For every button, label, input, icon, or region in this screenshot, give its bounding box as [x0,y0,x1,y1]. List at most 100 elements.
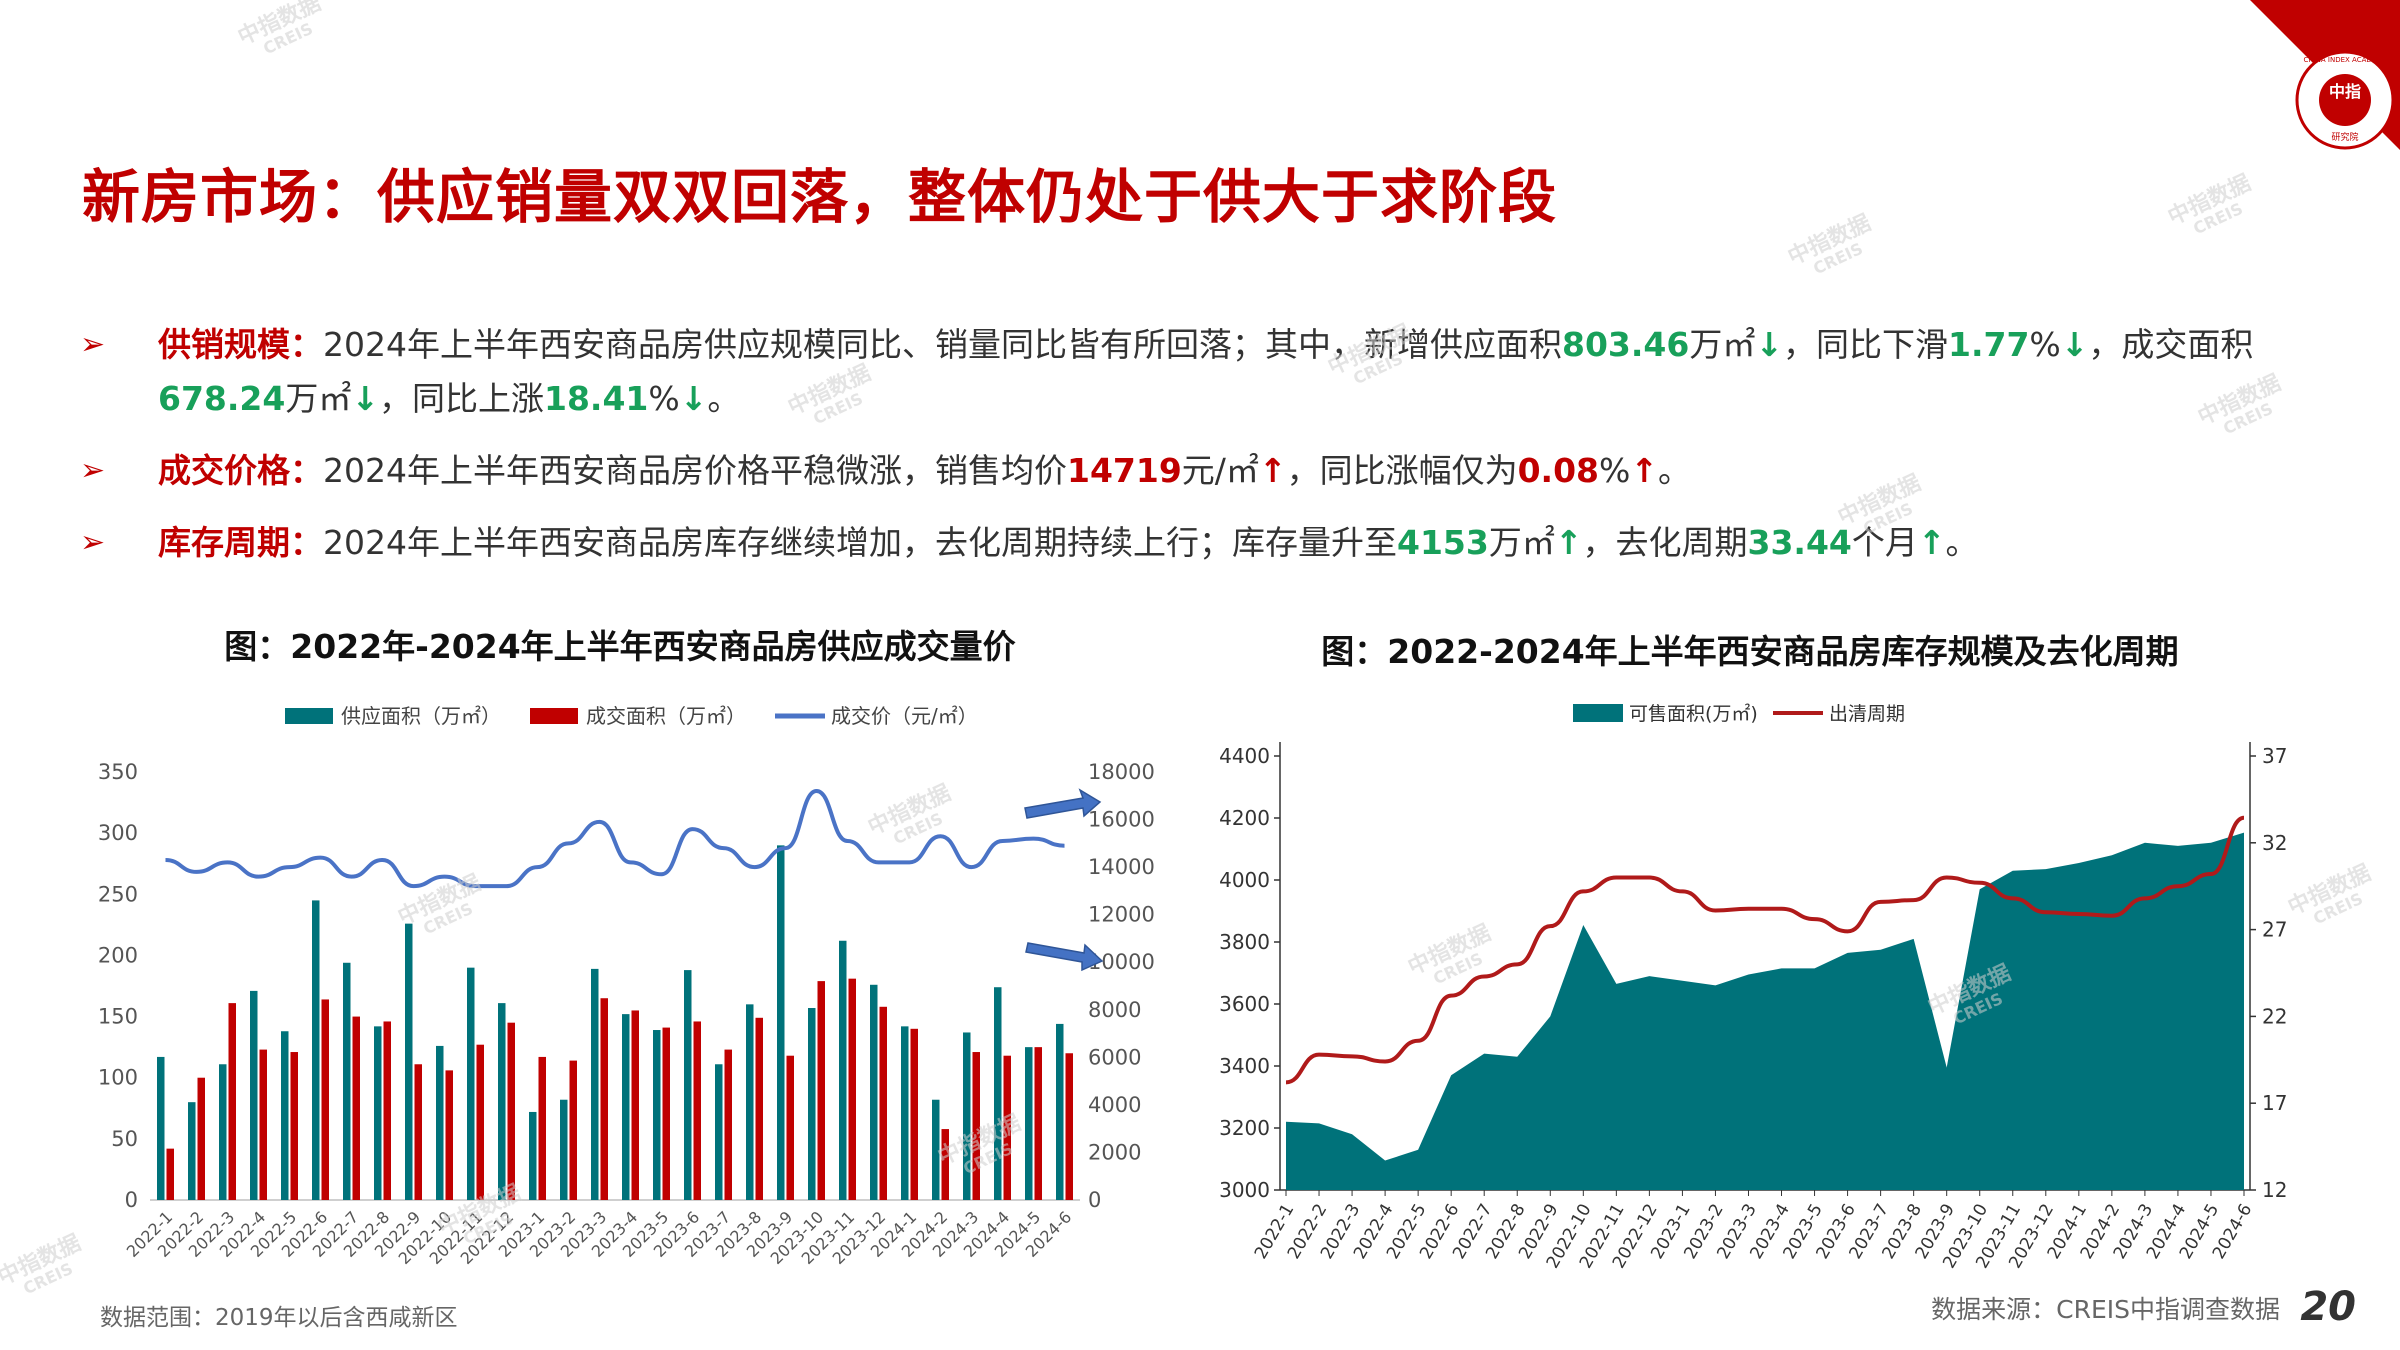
bar-deal [166,1148,174,1200]
bar-deal [693,1021,701,1200]
bar-deal [476,1044,484,1200]
logo-center-text: 中指 [2329,82,2361,101]
bar-supply [436,1045,444,1200]
bar-supply [994,987,1002,1200]
legend-label: 成交价（元/㎡） [831,704,978,728]
unit: % [2029,325,2061,364]
bullet-text: 。 [1658,451,1692,490]
bullet-text: ，同比上涨 [379,379,544,418]
y-left-tick-label: 250 [98,882,138,906]
bar-deal [879,1006,887,1200]
logo-bottom-text: 研究院 [2331,131,2358,143]
annotation-arrow-icon [1025,942,1104,972]
bar-supply [560,1099,568,1200]
watermark: 中指数据 CREIS [234,0,325,59]
bar-supply [405,923,413,1200]
bar-deal [910,1028,918,1200]
bar-supply [157,1056,165,1200]
logo-ring-text: CHINA INDEX ACADEMY [2303,56,2387,64]
bar-deal [352,1016,360,1200]
unit: 万㎡ [1488,523,1555,562]
bar-supply [591,968,599,1200]
bullet-list: ➢ 供销规模：2024年上半年西安商品房供应规模同比、销量同比皆有所回落；其中，… [80,318,2340,588]
bar-deal [848,978,856,1200]
bar-deal [817,981,825,1200]
bullet-label: 库存周期： [158,523,323,562]
bar-supply [777,845,785,1200]
unit: % [648,379,680,418]
y-right-tick-label: 12 [2262,1178,2287,1202]
y-right-tick-label: 8000 [1088,998,1141,1022]
y-left-tick-label: 350 [98,760,138,784]
bar-deal [445,1070,453,1200]
legend-label: 出清周期 [1829,703,1905,725]
unit: 元/㎡ [1181,451,1259,490]
bar-supply [529,1111,537,1200]
bar-deal [538,1056,546,1200]
bar-deal [1065,1053,1073,1200]
value-deal-yoy: 18.41 [544,379,649,418]
up-arrow-icon: ↑ [1554,523,1583,562]
bar-deal [972,1052,980,1200]
bar-deal [414,1064,422,1200]
line-cycle [1285,815,2245,1085]
bar-supply [281,1031,289,1200]
y-left-tick-label: 4000 [1219,868,1270,892]
value-deal-area: 678.24 [158,379,286,418]
legend-swatch [285,708,333,724]
bullet-text: ，同比下滑 [1782,325,1948,364]
unit: 个月 [1851,523,1918,562]
bar-deal [1003,1055,1011,1200]
legend-label: 供应面积（万㎡） [341,704,501,728]
y-right-tick-label: 37 [2262,744,2287,768]
page-number: 20 [2300,1284,2356,1330]
y-right-tick-label: 18000 [1088,760,1155,784]
bar-deal [600,998,608,1200]
y-left-tick-label: 200 [98,943,138,967]
bullet-text: 2024年上半年西安商品房价格平稳微涨，销售均价 [323,451,1067,490]
area-inventory [1286,832,2244,1190]
footer-scope: 数据范围：2019年以后含西咸新区 [100,1305,458,1331]
academy-logo: 中指 研究院 CHINA INDEX ACADEMY [2250,0,2400,150]
y-left-tick-label: 3600 [1219,992,1270,1016]
line-price [165,789,1065,889]
bar-supply [839,940,847,1200]
bar-supply [932,1099,940,1200]
supply-deal-price-chart: 供应面积（万㎡） 成交面积（万㎡） 成交价（元/㎡） 0 50 100 150 200 250 3… [98,704,1155,1268]
bar-deal [321,999,329,1200]
bar-deal [631,1010,639,1200]
y-left-tick-label: 3400 [1219,1054,1270,1078]
y-left-tick-label: 300 [98,821,138,845]
bar-supply [963,1032,971,1200]
bar-supply [808,1008,816,1200]
y-left-tick-label: 3000 [1219,1178,1270,1202]
y-right-tick-label: 14000 [1088,855,1155,879]
legend-swatch [530,708,578,724]
y-left-tick-label: 3200 [1219,1116,1270,1140]
bar-deal [290,1052,298,1200]
bar-deal [259,1049,267,1200]
bar-supply [622,1014,630,1200]
bar-supply [653,1030,661,1200]
bar-deal [228,1003,236,1200]
bullet-arrow-icon: ➢ [80,327,106,362]
bullet-price: ➢ 成交价格：2024年上半年西安商品房价格平稳微涨，销售均价14719元/㎡↑… [80,444,2340,498]
y-right-tick-label: 6000 [1088,1045,1141,1069]
y-left-tick-label: 100 [98,1066,138,1090]
y-right-tick-label: 22 [2262,1004,2287,1028]
unit: % [1599,451,1631,490]
y-right-tick-label: 0 [1088,1188,1101,1212]
y-right-tick-label: 27 [2262,918,2287,942]
unit: 万㎡ [285,379,352,418]
bar-deal [197,1077,205,1200]
y-left-tick-label: 4400 [1219,744,1270,768]
bullet-arrow-icon: ➢ [80,525,106,560]
down-arrow-icon: ↓ [351,379,379,418]
footer-source: 数据来源：CREIS中指调查数据 [1931,1295,2280,1324]
bar-supply [250,990,258,1200]
bar-deal [786,1055,794,1200]
bar-supply [746,1004,754,1200]
bar-supply [1025,1047,1033,1200]
bar-deal [1034,1047,1042,1200]
y-right-tick-label: 4000 [1088,1093,1141,1117]
